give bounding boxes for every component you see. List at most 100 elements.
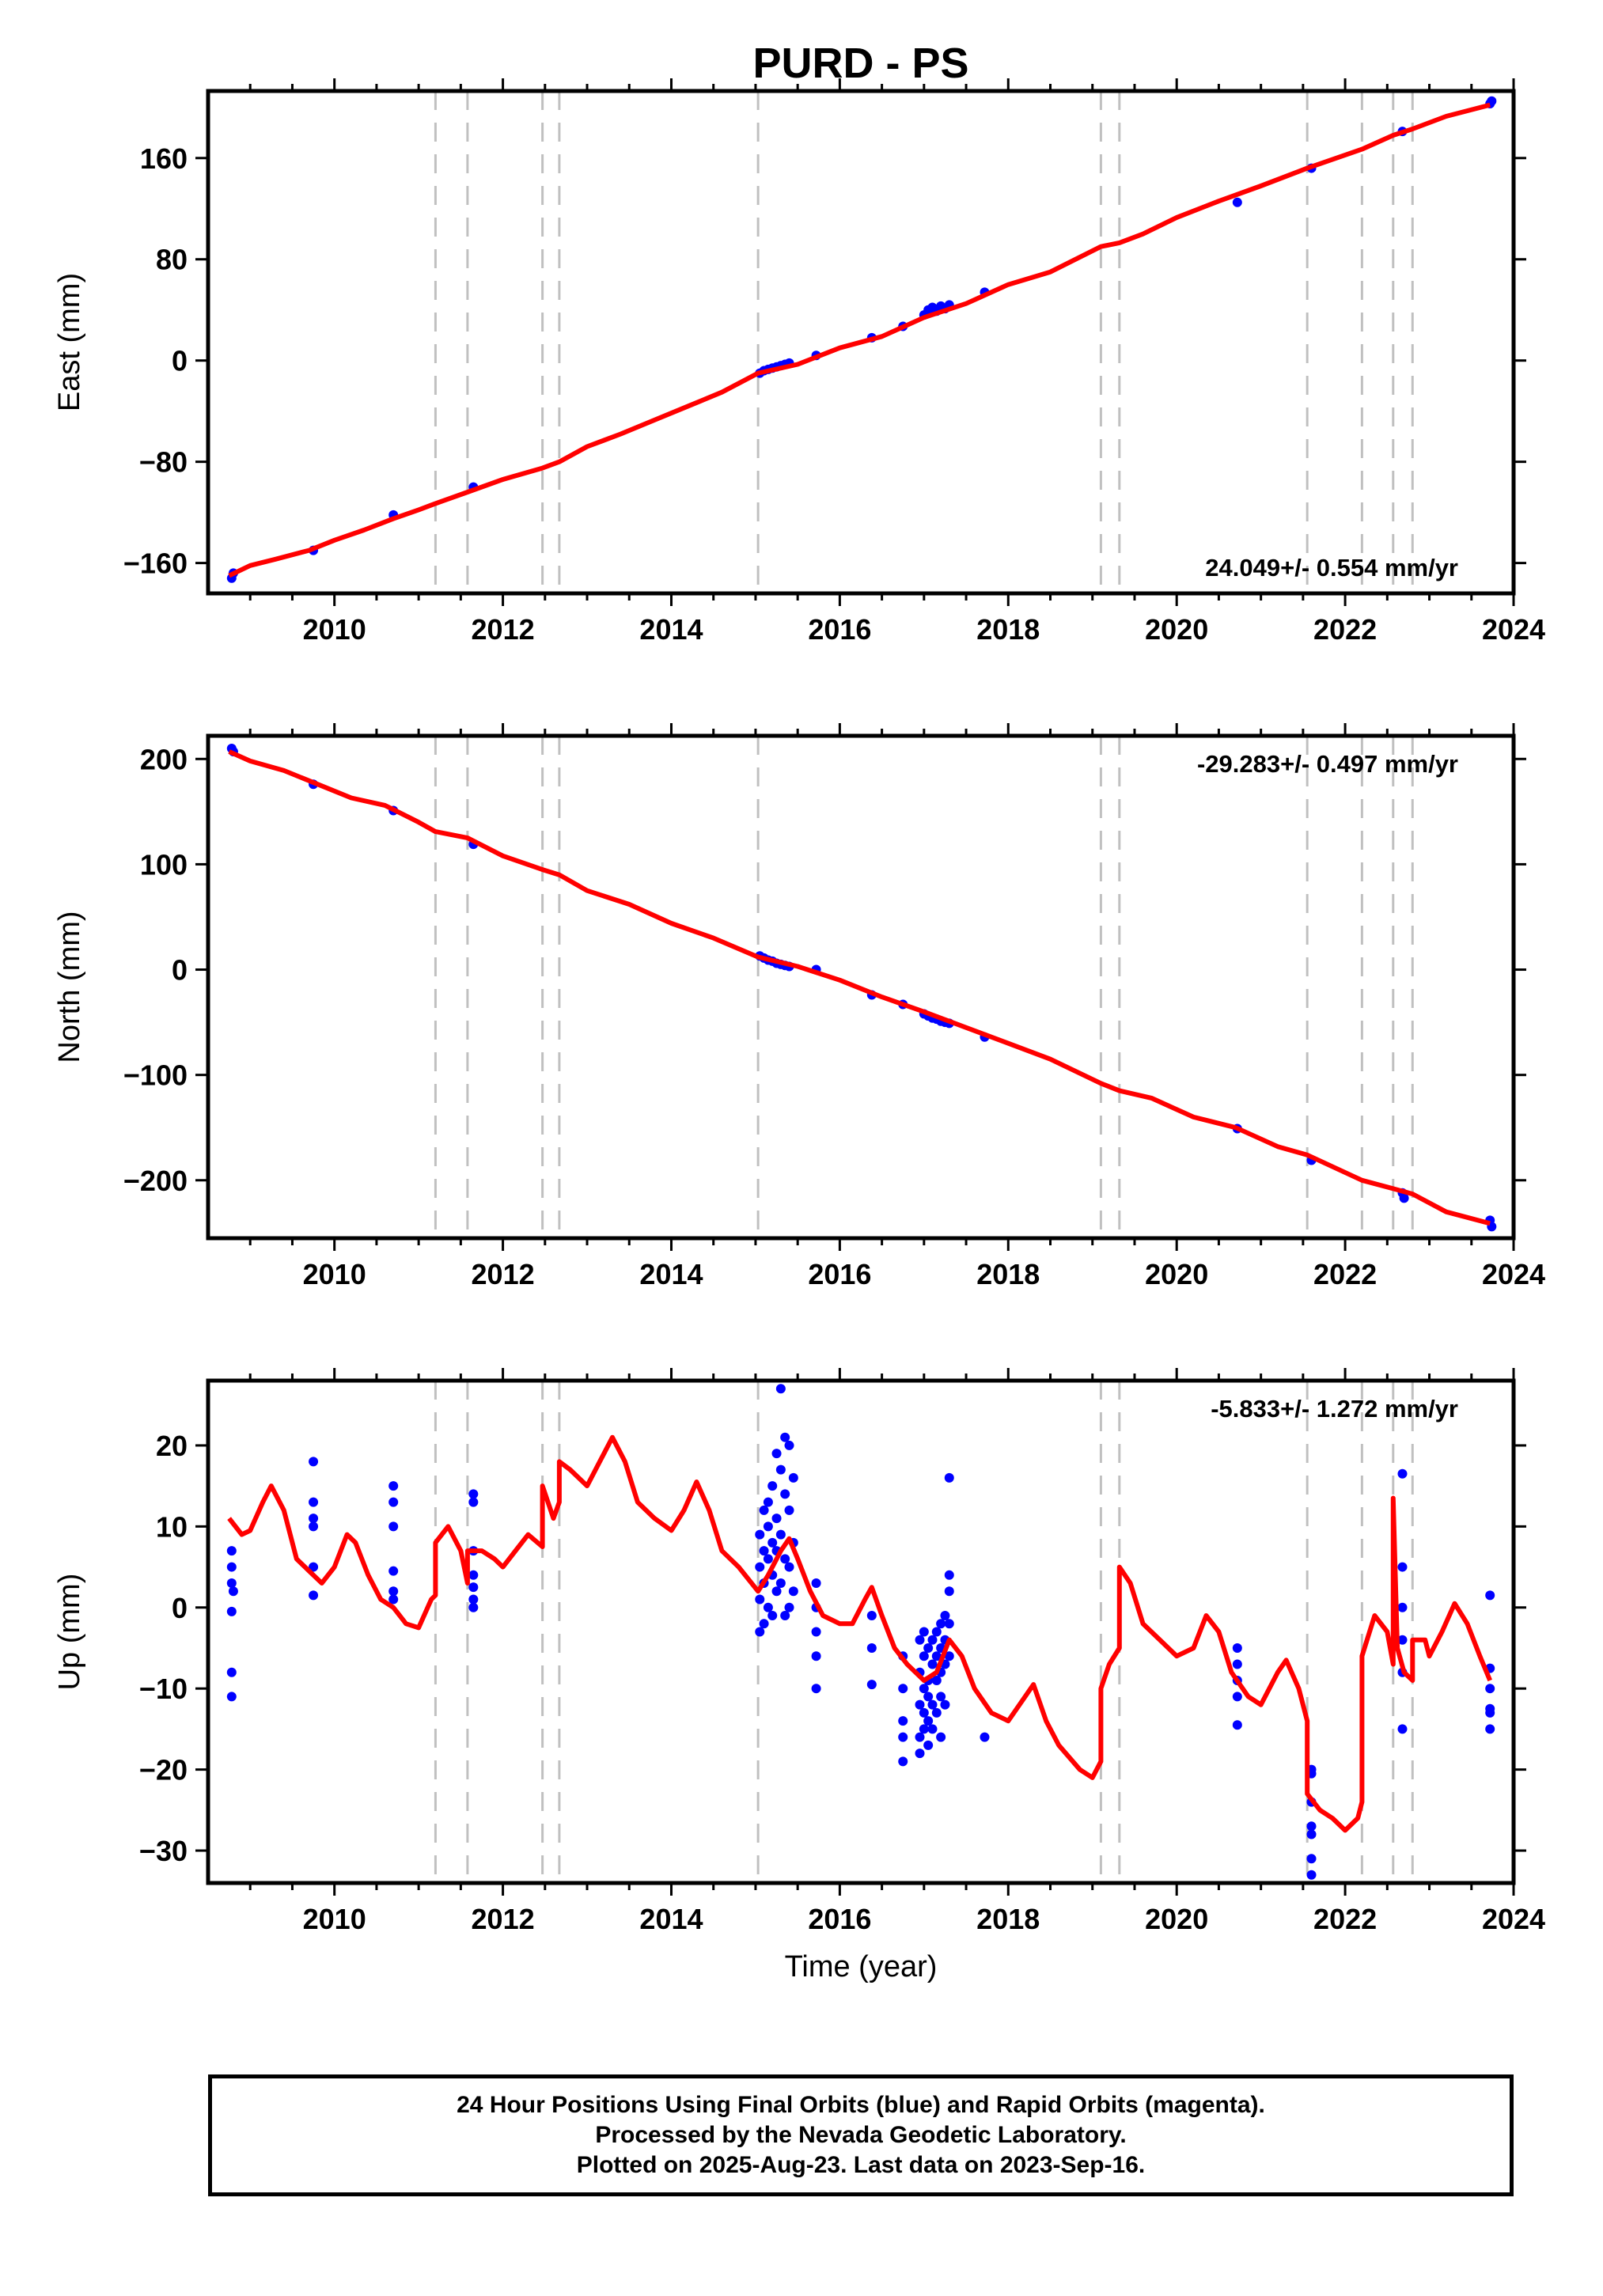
chart-title: PURD - PS [752, 40, 968, 87]
data-point [775, 1384, 786, 1394]
data-point [468, 1582, 479, 1593]
data-point [1232, 1659, 1242, 1669]
y-tick-label: −10 [139, 1673, 188, 1705]
x-tick-label: 2010 [303, 1258, 366, 1290]
data-point [919, 1707, 929, 1718]
rate-label: -5.833+/- 1.272 mm/yr [1211, 1395, 1458, 1423]
x-tick-label: 2012 [472, 613, 535, 646]
data-point [944, 1570, 954, 1580]
y-axis-label: East (mm) [53, 273, 86, 411]
data-point [936, 1732, 946, 1742]
data-point [931, 1651, 942, 1661]
y-tick-label: 20 [156, 1430, 188, 1462]
data-point [763, 1497, 773, 1507]
data-point [980, 1732, 990, 1742]
x-tick-label: 2020 [1145, 1903, 1208, 1935]
data-point [468, 1594, 479, 1605]
x-tick-label: 2024 [1482, 1258, 1545, 1290]
data-point [898, 1732, 908, 1742]
plot-frame [206, 1378, 1516, 1885]
model-curve [227, 1434, 1492, 1833]
data-point [780, 1432, 790, 1442]
data-point [468, 1570, 479, 1580]
data-point [811, 1651, 821, 1661]
model-curve [228, 102, 1491, 578]
east-panel: 2010 2012 2014 2016 2018 2020 2022 2024 −160 −80 0… [53, 78, 1545, 646]
data-point [780, 1489, 790, 1499]
data-point [1397, 1635, 1408, 1645]
x-tick-label: 2012 [472, 1903, 535, 1935]
model-curve [228, 749, 1491, 1226]
data-point [763, 1602, 773, 1612]
data-point [775, 1464, 786, 1475]
data-point [931, 1675, 942, 1685]
data-point [309, 1457, 319, 1467]
data-point [767, 1481, 778, 1491]
data-point [755, 1529, 765, 1540]
y-tick-label: −20 [139, 1754, 188, 1786]
data-point [931, 1707, 942, 1718]
data-point [388, 1594, 399, 1605]
data-point [923, 1642, 934, 1653]
data-point [1306, 1854, 1317, 1864]
data-point [811, 1578, 821, 1589]
data-point [771, 1449, 782, 1459]
data-point [780, 1554, 790, 1564]
data-point [1397, 1724, 1408, 1734]
x-tick-label: 2024 [1482, 613, 1545, 646]
data-point [915, 1749, 925, 1759]
data-point [784, 1505, 794, 1515]
data-point [388, 1586, 399, 1597]
x-tick-label: 2020 [1145, 1258, 1208, 1290]
y-axis-label: Up (mm) [53, 1574, 86, 1691]
data-point [788, 1472, 798, 1483]
data-point [919, 1724, 929, 1734]
x-tick-label: 2010 [303, 1903, 366, 1935]
y-tick-label: 0 [172, 1592, 188, 1624]
data-point [226, 1546, 237, 1556]
data-point [1485, 1684, 1495, 1694]
data-point [388, 1521, 399, 1532]
y-tick-label: 160 [140, 142, 188, 175]
y-tick-label: −200 [123, 1165, 188, 1197]
data-point [944, 1619, 954, 1629]
data-point [1306, 1829, 1317, 1839]
data-point [866, 1680, 877, 1690]
x-tick-label: 2020 [1145, 613, 1208, 646]
x-tick-label: 2012 [472, 1258, 535, 1290]
data-point [940, 1699, 950, 1710]
x-tick-label: 2018 [976, 1903, 1040, 1935]
data-point [759, 1505, 769, 1515]
y-tick-label: 100 [140, 848, 188, 881]
footer-line-1: 24 Hour Positions Using Final Orbits (bl… [457, 2092, 1265, 2118]
data-point [1397, 1468, 1408, 1479]
y-tick-label: 0 [172, 345, 188, 377]
data-point [1485, 1724, 1495, 1734]
plot-frame [206, 733, 1516, 1241]
data-point [919, 1627, 929, 1637]
data-point [866, 1611, 877, 1621]
x-tick-label: 2014 [639, 613, 703, 646]
data-point [788, 1586, 798, 1597]
data-points [226, 1384, 1495, 1880]
data-point [919, 1651, 929, 1661]
data-point [309, 1521, 319, 1532]
x-axis-label: Time (year) [785, 1950, 938, 1983]
data-point [1306, 1821, 1317, 1832]
footer-box: 24 Hour Positions Using Final Orbits (bl… [208, 2074, 1514, 2196]
data-point [811, 1627, 821, 1637]
data-point [755, 1594, 765, 1605]
data-point [1232, 1642, 1242, 1653]
data-point [915, 1635, 925, 1645]
data-point [1485, 1590, 1495, 1601]
y-tick-label: −100 [123, 1059, 188, 1092]
data-point [309, 1497, 319, 1507]
data-point [784, 1602, 794, 1612]
data-point [226, 1606, 237, 1616]
data-point [755, 1562, 765, 1572]
data-point [927, 1635, 938, 1645]
data-point [771, 1586, 782, 1597]
data-point [927, 1724, 938, 1734]
data-point [1485, 1707, 1495, 1718]
